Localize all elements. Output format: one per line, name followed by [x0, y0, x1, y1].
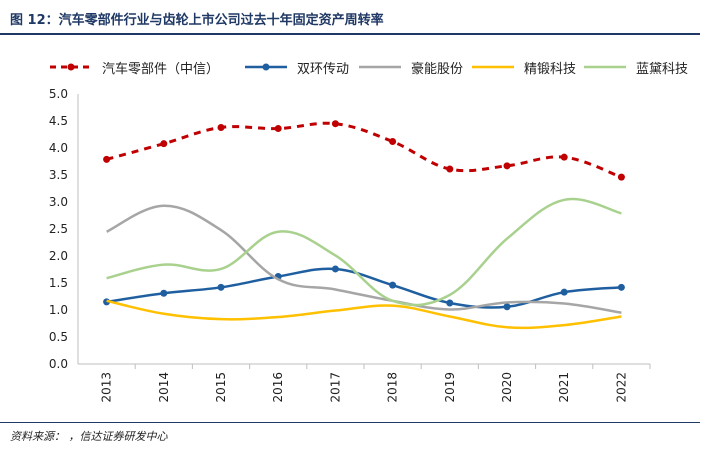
y-tick-label: 2.0 [49, 249, 68, 263]
series-point-1 [389, 138, 397, 146]
legend-item: 汽车零部件（中信） [48, 52, 219, 82]
legend-swatch [472, 65, 514, 69]
title-divider [0, 33, 700, 35]
series-line-4 [106, 299, 622, 330]
legend-swatch [245, 63, 287, 71]
y-tick-label: 1.0 [49, 303, 68, 317]
legend-label: 精锻科技 [524, 61, 577, 77]
y-tick-label: 0.0 [49, 357, 68, 371]
series-line-5 [106, 197, 622, 307]
y-tick-label: 4.0 [49, 141, 68, 155]
y-tick-label: 3.5 [49, 168, 68, 182]
series-line-1 [106, 121, 622, 179]
source-divider [0, 422, 700, 423]
x-tick-label: 2014 [157, 372, 171, 403]
legend-item: 精锻科技 [470, 52, 576, 82]
legend-label: 汽车零部件（中信） [102, 61, 220, 77]
series-point-1 [217, 123, 225, 131]
figure-title-bar: 图 12：汽车零部件行业与齿轮上市公司过去十年固定资产周转率 [0, 0, 723, 35]
series-point-2 [331, 265, 339, 273]
x-tick-label: 2016 [271, 372, 285, 403]
legend-item: 豪能股份 [357, 52, 463, 82]
legend-item: 双环传动 [243, 52, 349, 82]
legend-label: 豪能股份 [411, 61, 464, 77]
legend-swatch [584, 65, 626, 69]
y-tick-label: 0.5 [49, 330, 68, 344]
series-point-1 [503, 162, 511, 170]
series-point-1 [160, 140, 168, 148]
series-point-2 [560, 288, 568, 296]
x-tick-label: 2021 [557, 372, 571, 403]
x-tick-label: 2015 [214, 372, 228, 403]
series-point-1 [446, 165, 454, 173]
chart-legend: 汽车零部件（中信） 双环传动 豪能股份 精锻科技 蓝黛科技 [0, 52, 723, 82]
y-tick-label: 3.0 [49, 195, 68, 209]
figure-title: 图 12：汽车零部件行业与齿轮上市公司过去十年固定资产周转率 [10, 13, 384, 28]
y-tick-label: 5.0 [49, 87, 68, 101]
y-tick-label: 2.5 [49, 222, 68, 236]
x-tick-label: 2013 [100, 372, 114, 403]
series-point-1 [617, 173, 625, 181]
series-line-2 [106, 267, 622, 309]
series-point-1 [103, 155, 111, 163]
series-point-2 [503, 303, 511, 311]
legend-swatch [50, 63, 92, 71]
series-point-2 [160, 289, 168, 297]
x-tick-label: 2020 [500, 372, 514, 403]
y-tick-label: 1.5 [49, 276, 68, 290]
x-tick-label: 2017 [328, 372, 342, 403]
series-point-2 [389, 281, 397, 289]
x-tick-label: 2018 [386, 372, 400, 403]
legend-item: 蓝黛科技 [582, 52, 688, 82]
series-point-1 [274, 125, 282, 133]
series-point-1 [560, 153, 568, 161]
x-tick-label: 2022 [614, 372, 628, 403]
series-point-2 [446, 299, 454, 307]
y-tick-label: 4.5 [49, 114, 68, 128]
series-line-3 [106, 204, 622, 314]
series-point-2 [217, 283, 225, 291]
legend-swatch [359, 65, 401, 69]
legend-label: 蓝黛科技 [636, 61, 689, 77]
series-point-2 [617, 283, 625, 291]
source-note: 资料来源： ，信达证券研发中心 [10, 430, 168, 443]
x-tick-label: 2019 [443, 372, 457, 403]
legend-label: 双环传动 [297, 61, 350, 77]
series-point-1 [331, 120, 339, 128]
